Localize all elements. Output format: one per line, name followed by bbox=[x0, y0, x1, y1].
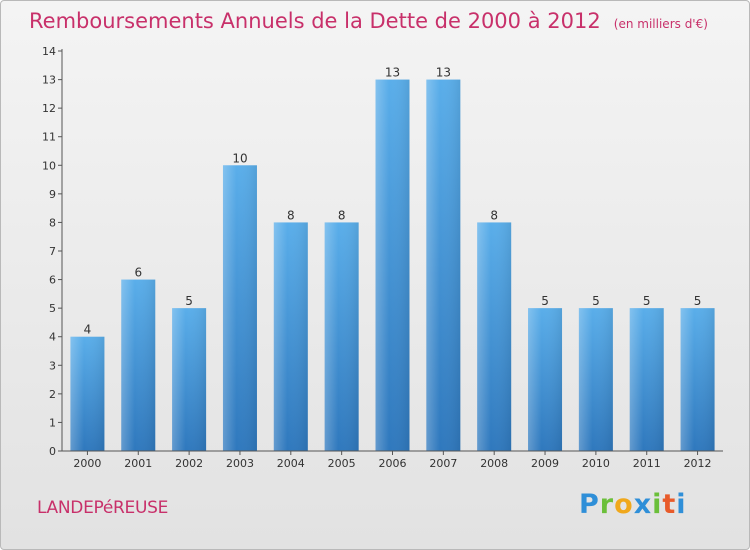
bar-shade bbox=[375, 79, 410, 452]
x-tick-label: 2005 bbox=[328, 457, 356, 470]
data-label: 5 bbox=[694, 294, 702, 308]
x-tick-label: 2012 bbox=[684, 457, 712, 470]
logo-letter: o bbox=[614, 489, 634, 520]
data-label: 5 bbox=[185, 294, 193, 308]
bar-shade bbox=[172, 308, 207, 451]
bar-shade bbox=[121, 279, 156, 451]
logo-letter: P bbox=[579, 489, 600, 520]
x-tick-label: 2008 bbox=[480, 457, 508, 470]
y-tick-label: 8 bbox=[49, 216, 56, 229]
data-label: 8 bbox=[490, 208, 498, 222]
y-tick-label: 10 bbox=[42, 159, 56, 172]
y-tick-label: 3 bbox=[49, 359, 56, 372]
x-tick-label: 2010 bbox=[582, 457, 610, 470]
y-tick-label: 0 bbox=[49, 445, 56, 458]
bar-shade bbox=[528, 308, 563, 451]
logo-letter: i bbox=[652, 489, 663, 520]
bar-shade bbox=[578, 308, 613, 451]
data-label: 8 bbox=[338, 208, 346, 222]
x-tick-label: 2000 bbox=[73, 457, 101, 470]
bar-shade bbox=[324, 222, 359, 451]
x-tick-label: 2006 bbox=[379, 457, 407, 470]
bar-shade bbox=[680, 308, 715, 451]
x-axis: 2000 2001 2002 2003 2004 2005 2006 2007 2008 2009… bbox=[62, 450, 723, 470]
data-label: 5 bbox=[541, 294, 549, 308]
y-tick-label: 6 bbox=[49, 274, 56, 287]
x-tick-label: 2003 bbox=[226, 457, 254, 470]
bar-shade bbox=[273, 222, 308, 451]
x-tick-label: 2001 bbox=[124, 457, 152, 470]
title-row: Remboursements Annuels de la Dette de 20… bbox=[29, 9, 708, 33]
bar-shade bbox=[629, 308, 664, 451]
data-label: 13 bbox=[436, 66, 451, 80]
y-tick-label: 13 bbox=[42, 74, 56, 87]
data-label: 5 bbox=[592, 294, 600, 308]
data-label: 13 bbox=[385, 66, 400, 80]
chart-title: Remboursements Annuels de la Dette de 20… bbox=[29, 9, 601, 33]
y-tick-label: 5 bbox=[49, 302, 56, 315]
data-label: 10 bbox=[232, 151, 247, 165]
y-tick-label: 9 bbox=[49, 188, 56, 201]
y-tick-label: 14 bbox=[42, 45, 56, 58]
y-tick-label: 7 bbox=[49, 245, 56, 258]
x-tick-label: 2007 bbox=[429, 457, 457, 470]
y-tick-label: 2 bbox=[49, 388, 56, 401]
y-tick-label: 12 bbox=[42, 102, 56, 115]
bars: 4 6 5 10 8 8 13 13 8 5 5 5 5 bbox=[70, 66, 715, 452]
logo-letter: x bbox=[633, 489, 653, 520]
chart-subtitle: (en milliers d'€) bbox=[613, 17, 708, 31]
logo-letter: t bbox=[662, 489, 677, 520]
y-tick-label: 4 bbox=[49, 331, 56, 344]
y-tick-label: 11 bbox=[42, 131, 56, 144]
data-label: 6 bbox=[134, 266, 142, 280]
bar-shade bbox=[477, 222, 512, 451]
x-tick-label: 2011 bbox=[633, 457, 661, 470]
data-label: 4 bbox=[84, 323, 92, 337]
bar-shade bbox=[426, 79, 461, 452]
logo-letter: r bbox=[599, 489, 615, 520]
y-tick-label: 1 bbox=[49, 416, 56, 429]
logo-letter: i bbox=[676, 489, 687, 520]
proxiti-logo: Proxiti bbox=[579, 489, 687, 520]
bar-shade bbox=[70, 336, 105, 451]
x-tick-label: 2002 bbox=[175, 457, 203, 470]
x-tick-label: 2004 bbox=[277, 457, 305, 470]
data-label: 5 bbox=[643, 294, 651, 308]
x-tick-label: 2009 bbox=[531, 457, 559, 470]
commune-name: LANDEPéREUSE bbox=[37, 498, 169, 518]
data-label: 8 bbox=[287, 208, 295, 222]
bar-shade bbox=[222, 165, 257, 452]
